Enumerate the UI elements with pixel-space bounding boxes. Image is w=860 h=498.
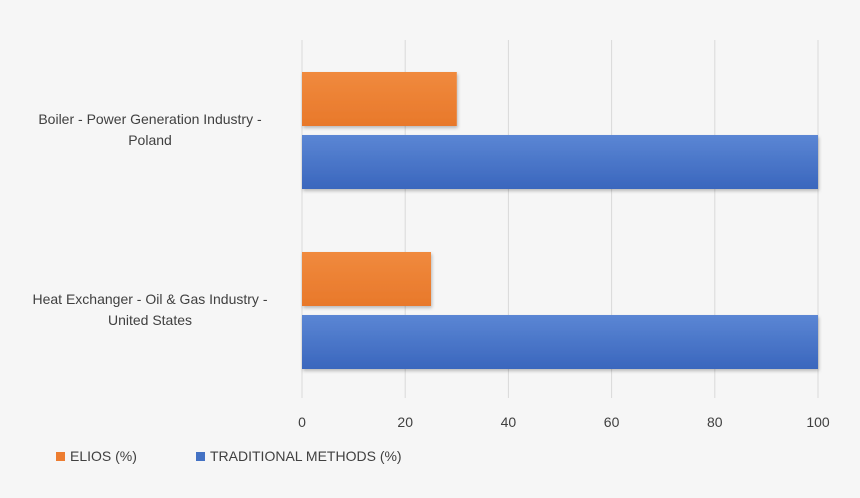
legend: ELIOS (%) TRADITIONAL METHODS (%)	[0, 448, 860, 470]
legend-label-elios: ELIOS (%)	[70, 448, 137, 464]
category-label-line: Boiler - Power Generation Industry -	[38, 111, 262, 127]
x-tick-label: 100	[806, 414, 830, 430]
category-label-line: Heat Exchanger - Oil & Gas Industry -	[32, 291, 268, 307]
bar-elios-1	[302, 252, 431, 306]
legend-item-elios: ELIOS (%)	[56, 448, 137, 464]
category-label-boiler: Boiler - Power Generation Industry - Pol…	[10, 109, 290, 151]
category-label-line: United States	[107, 312, 193, 328]
legend-label-traditional: TRADITIONAL METHODS (%)	[210, 448, 402, 464]
category-label-line: Poland	[128, 132, 172, 148]
bars	[302, 72, 818, 369]
bar-traditional-0	[302, 135, 818, 189]
x-tick-label: 0	[298, 414, 306, 430]
legend-swatch-traditional	[196, 451, 205, 461]
legend-swatch-elios	[56, 451, 65, 461]
category-label-heat-exchanger: Heat Exchanger - Oil & Gas Industry - Un…	[10, 289, 290, 331]
bar-traditional-1	[302, 315, 818, 369]
x-tick-label: 20	[397, 414, 413, 430]
x-tick-label: 80	[707, 414, 723, 430]
x-tick-labels: 0 20 40 60 80 100	[298, 414, 830, 430]
bar-elios-0	[302, 72, 457, 126]
x-tick-label: 60	[604, 414, 620, 430]
legend-item-traditional: TRADITIONAL METHODS (%)	[196, 448, 402, 464]
x-tick-label: 40	[501, 414, 517, 430]
